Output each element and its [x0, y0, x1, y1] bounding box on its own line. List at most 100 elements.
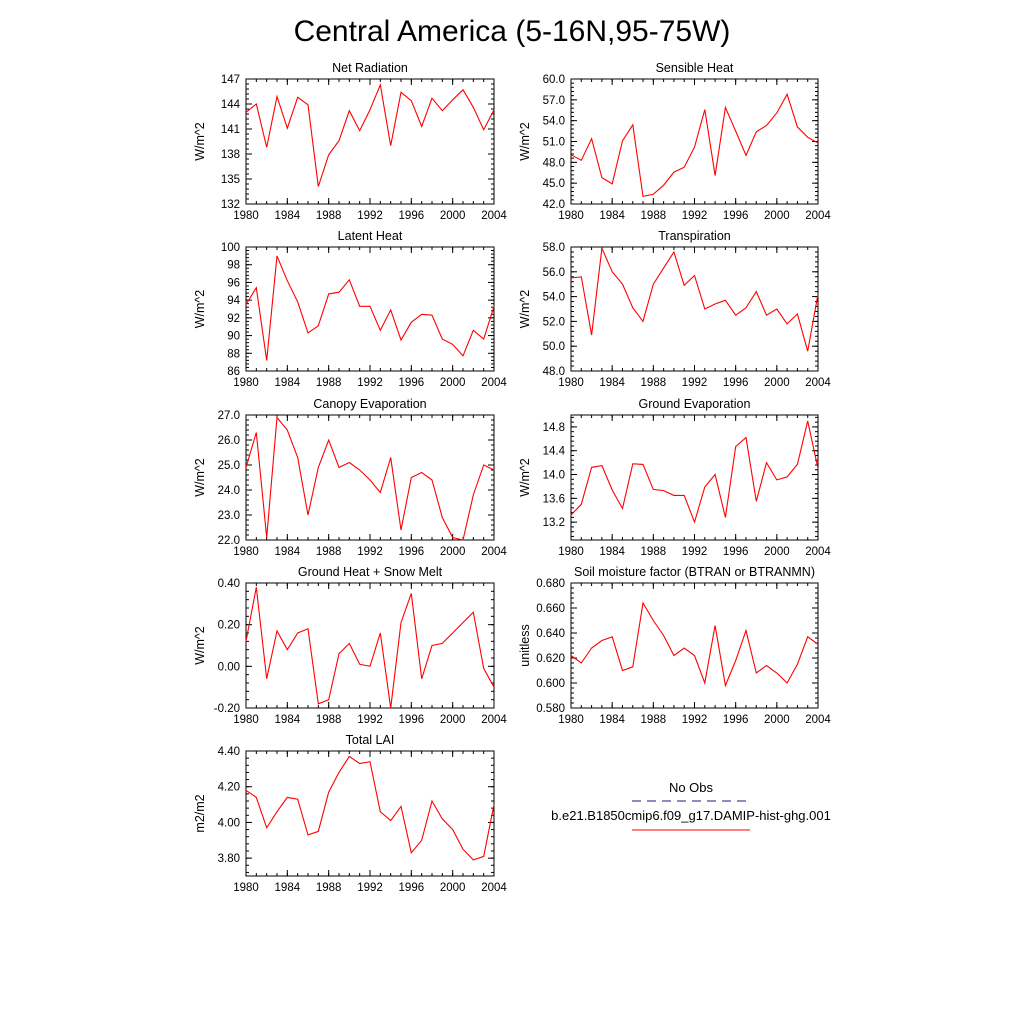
y-tick-label: 26.0 [218, 435, 240, 447]
y-tick-label: 86 [227, 366, 240, 378]
y-tick-label: 4.40 [218, 746, 240, 758]
panel-title: Ground Evaporation [639, 397, 751, 411]
y-tick-label: 0.620 [536, 653, 565, 665]
x-tick-label: 1996 [723, 210, 749, 222]
x-tick-label: 1996 [399, 714, 425, 726]
x-tick-label: 2000 [440, 377, 466, 389]
panel-1: Net Radiation 1980 1984 1988 1992 1996 2000 200… [193, 61, 507, 222]
y-tick-label: 60.0 [543, 74, 565, 86]
y-axis-label: W/m^2 [193, 458, 207, 497]
y-tick-label: 51.0 [543, 137, 565, 149]
y-tick-label: 14.0 [543, 470, 565, 482]
y-tick-label: 13.2 [543, 517, 565, 529]
panel-title: Soil moisture factor (BTRAN or BTRANMN) [574, 565, 815, 579]
x-tick-label: 1992 [682, 546, 708, 558]
y-tick-label: 54.0 [543, 116, 565, 128]
plot-frame [570, 78, 819, 205]
y-axis-label: m2/m2 [193, 794, 207, 832]
panel-3: Latent Heat 1980 1984 1988 1992 1996 2000 2004 8… [193, 229, 507, 389]
y-tick-label: 4.20 [218, 782, 240, 794]
x-tick-label: 2004 [481, 377, 507, 389]
y-tick-label: -0.20 [214, 703, 240, 715]
y-tick-label: 147 [221, 74, 240, 86]
x-tick-label: 1988 [316, 210, 342, 222]
panel-8: Soil moisture factor (BTRAN or BTRANMN) 1… [518, 565, 831, 726]
x-tick-label: 1980 [233, 882, 259, 894]
y-tick-label: 4.00 [218, 817, 240, 829]
y-tick-label: 13.6 [543, 493, 565, 505]
legend: No Obs b.e21.B1850cmip6.f09_g17.DAMIP-hi… [551, 780, 831, 831]
y-tick-label: 14.4 [543, 446, 566, 458]
y-tick-label: 0.40 [218, 578, 240, 590]
x-tick-label: 1992 [682, 714, 708, 726]
x-tick-label: 1988 [641, 546, 667, 558]
y-tick-label: 0.580 [536, 703, 565, 715]
y-tick-label: 0.00 [218, 661, 240, 673]
y-tick-label: 0.600 [536, 678, 565, 690]
x-tick-label: 2000 [764, 546, 790, 558]
y-axis-label: W/m^2 [518, 458, 532, 497]
plot-frame [570, 582, 819, 709]
y-tick-label: 27.0 [218, 410, 240, 422]
x-tick-label: 2000 [764, 377, 790, 389]
x-tick-label: 1992 [357, 377, 383, 389]
panel-2: Sensible Heat 1980 1984 1988 1992 1996 2000 200… [518, 61, 831, 222]
y-tick-label: 132 [221, 199, 240, 211]
x-tick-label: 1980 [558, 377, 584, 389]
x-tick-label: 2004 [805, 714, 831, 726]
y-tick-label: 57.0 [543, 95, 565, 107]
x-tick-label: 2004 [481, 714, 507, 726]
panel-6: Ground Evaporation 1980 1984 1988 1992 1996 20… [518, 397, 831, 558]
plot-frame [245, 582, 495, 709]
y-tick-label: 50.0 [543, 341, 565, 353]
x-tick-label: 1992 [357, 882, 383, 894]
x-tick-label: 1980 [233, 714, 259, 726]
x-tick-label: 2000 [764, 210, 790, 222]
y-tick-label: 96 [227, 277, 240, 289]
x-tick-label: 1984 [599, 377, 625, 389]
x-tick-label: 1980 [558, 546, 584, 558]
y-tick-label: 135 [221, 174, 240, 186]
series-line [570, 601, 819, 688]
x-tick-label: 1992 [682, 210, 708, 222]
x-tick-label: 1984 [599, 210, 625, 222]
x-tick-label: 1984 [275, 882, 301, 894]
x-tick-label: 1988 [641, 714, 667, 726]
y-axis-label: W/m^2 [193, 122, 207, 161]
series-line [570, 92, 819, 198]
panel-title: Total LAI [346, 733, 395, 747]
y-axis-label: W/m^2 [518, 122, 532, 161]
x-tick-label: 2000 [440, 546, 466, 558]
plot-frame [245, 750, 495, 877]
x-tick-label: 2004 [805, 210, 831, 222]
x-tick-label: 1988 [316, 377, 342, 389]
x-tick-label: 1996 [723, 377, 749, 389]
y-tick-label: 0.680 [536, 578, 565, 590]
x-tick-label: 2000 [440, 714, 466, 726]
y-tick-label: 54.0 [543, 292, 565, 304]
panel-9: Total LAI 1980 1984 1988 1992 1996 2000 2004 3.8… [193, 733, 507, 894]
x-tick-label: 1996 [723, 546, 749, 558]
x-tick-label: 1984 [275, 210, 301, 222]
y-tick-label: 45.0 [543, 178, 565, 190]
series-line [245, 755, 495, 861]
x-tick-label: 1984 [275, 714, 301, 726]
x-tick-label: 1992 [357, 546, 383, 558]
x-tick-label: 2004 [481, 210, 507, 222]
plot-frame [245, 414, 495, 541]
x-tick-label: 1988 [316, 714, 342, 726]
x-tick-label: 1980 [558, 210, 584, 222]
y-axis-label: W/m^2 [193, 626, 207, 665]
y-tick-label: 25.0 [218, 460, 240, 472]
panel-title: Ground Heat + Snow Melt [298, 565, 443, 579]
x-tick-label: 1980 [558, 714, 584, 726]
y-tick-label: 3.80 [218, 853, 240, 865]
y-tick-label: 48.0 [543, 157, 565, 169]
x-tick-label: 2000 [764, 714, 790, 726]
x-tick-label: 1980 [233, 546, 259, 558]
y-tick-label: 141 [221, 124, 240, 136]
y-tick-label: 0.640 [536, 628, 565, 640]
x-tick-label: 1988 [316, 882, 342, 894]
y-tick-label: 88 [227, 348, 240, 360]
